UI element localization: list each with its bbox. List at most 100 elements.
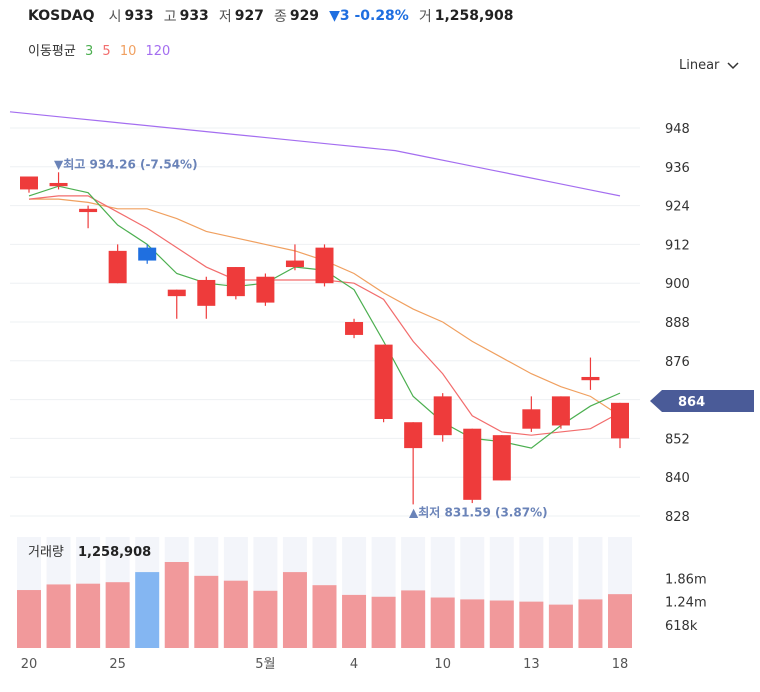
- candle-body: [138, 247, 157, 261]
- candle[interactable]: [404, 422, 423, 505]
- candle-body: [433, 396, 452, 436]
- x-tick-label: 4: [350, 657, 358, 672]
- candle[interactable]: [581, 357, 600, 390]
- x-tick-label: 10: [434, 657, 451, 672]
- ma-period-5[interactable]: 5: [102, 44, 111, 59]
- y-tick-label: 876: [665, 355, 690, 370]
- x-tick-label: 5월: [255, 657, 275, 672]
- candle[interactable]: [49, 172, 68, 190]
- ma-period-120[interactable]: 120: [145, 44, 171, 59]
- volume-bar[interactable]: [519, 601, 544, 648]
- date-axis: 20 25 5월 4 10 13 18: [21, 657, 629, 672]
- candle-body: [581, 376, 600, 381]
- low-annotation: ▲최저 831.59 (3.87%): [409, 504, 548, 519]
- candle-body: [226, 267, 245, 297]
- x-tick-label: 25: [109, 657, 126, 672]
- volume-bar[interactable]: [76, 583, 101, 648]
- volume-bar[interactable]: [548, 604, 573, 648]
- candle[interactable]: [256, 273, 275, 306]
- moving-average-legend: 이동평균 3 5 10 120: [28, 40, 175, 59]
- candles: [20, 172, 629, 505]
- volume-tick-label: 1.86m: [665, 572, 707, 587]
- candle-body: [285, 260, 304, 268]
- volume-tick-label: 1.24m: [665, 596, 707, 611]
- y-tick-label: 924: [665, 200, 690, 215]
- candle[interactable]: [285, 244, 304, 271]
- volume-bar[interactable]: [253, 590, 278, 648]
- ma120-line-group: [9, 111, 621, 197]
- volume-bar[interactable]: [223, 580, 248, 648]
- ma120-line: [9, 111, 621, 197]
- candle[interactable]: [433, 393, 452, 442]
- y-tick-label: 912: [665, 238, 690, 253]
- scale-select-value: Linear: [679, 58, 720, 73]
- y-tick-label: 852: [665, 432, 690, 447]
- volume-short-label: 거: [418, 9, 432, 25]
- price-axis: 948936924912900888876864852840828: [665, 122, 690, 525]
- candle[interactable]: [108, 244, 127, 284]
- volume-title-value: 1,258,908: [78, 545, 151, 560]
- y-tick-label: 828: [665, 510, 690, 525]
- candle-body: [108, 250, 127, 284]
- ma-period-3[interactable]: 3: [84, 44, 94, 59]
- high-value: 933: [179, 8, 209, 24]
- volume-bar[interactable]: [312, 585, 337, 648]
- volume-bar[interactable]: [194, 575, 219, 648]
- current-price-value: 864: [678, 395, 705, 410]
- candle[interactable]: [315, 244, 334, 287]
- volume-bar[interactable]: [460, 599, 485, 648]
- price-header: KOSDAQ 시 933 고 933 저 927 종 929 ▼3 -0.28%…: [28, 6, 524, 26]
- ma-label: 이동평균: [28, 44, 76, 59]
- candle-body: [551, 396, 570, 426]
- y-tick-label: 840: [665, 471, 690, 486]
- volume-bar[interactable]: [46, 584, 71, 648]
- volume-bar[interactable]: [342, 594, 367, 648]
- candle[interactable]: [226, 267, 245, 300]
- candle[interactable]: [138, 244, 157, 264]
- volume-bar[interactable]: [489, 600, 514, 648]
- candle-body: [611, 402, 629, 439]
- candle-body: [256, 276, 275, 303]
- change-value: ▼3 -0.28%: [329, 8, 409, 24]
- volume-bar[interactable]: [282, 572, 307, 648]
- volume-bar[interactable]: [608, 594, 632, 648]
- candle[interactable]: [197, 276, 216, 319]
- candle-body: [167, 289, 186, 297]
- high-label: 고: [163, 9, 177, 25]
- ma-period-10[interactable]: 10: [119, 44, 137, 59]
- y-tick-label: 900: [665, 277, 690, 292]
- volume-bar[interactable]: [430, 597, 455, 648]
- candle[interactable]: [551, 396, 570, 429]
- volume-bar[interactable]: [578, 599, 603, 648]
- scale-select[interactable]: Linear: [679, 58, 739, 73]
- grid-lines: [10, 127, 640, 517]
- x-tick-label: 20: [21, 657, 38, 672]
- volume-bar[interactable]: [371, 596, 396, 648]
- candle[interactable]: [522, 396, 541, 432]
- candle[interactable]: [20, 176, 38, 193]
- candle-body: [522, 409, 541, 429]
- y-tick-label: 888: [665, 316, 690, 331]
- volume-bar[interactable]: [105, 582, 130, 648]
- candle-body: [315, 247, 334, 284]
- candle[interactable]: [167, 289, 186, 319]
- candle[interactable]: [492, 435, 511, 481]
- close-label: 종: [273, 9, 287, 25]
- volume-bar[interactable]: [17, 590, 41, 648]
- volume-title-label: 거래량: [28, 545, 64, 560]
- candle[interactable]: [611, 402, 629, 449]
- candle[interactable]: [374, 344, 393, 423]
- volume-bar[interactable]: [135, 572, 160, 648]
- candle[interactable]: [345, 318, 364, 339]
- x-tick-label: 13: [523, 657, 540, 672]
- candle-body: [374, 344, 393, 419]
- volume-bar[interactable]: [401, 590, 426, 648]
- low-label: 저: [218, 9, 232, 25]
- candle[interactable]: [463, 428, 482, 504]
- high-annotation: ▼최고 934.26 (-7.54%): [54, 156, 198, 171]
- index-name: KOSDAQ: [28, 8, 95, 24]
- volume-bar[interactable]: [164, 562, 189, 648]
- candle[interactable]: [79, 205, 98, 229]
- volume-short-value: 1,258,908: [434, 8, 514, 24]
